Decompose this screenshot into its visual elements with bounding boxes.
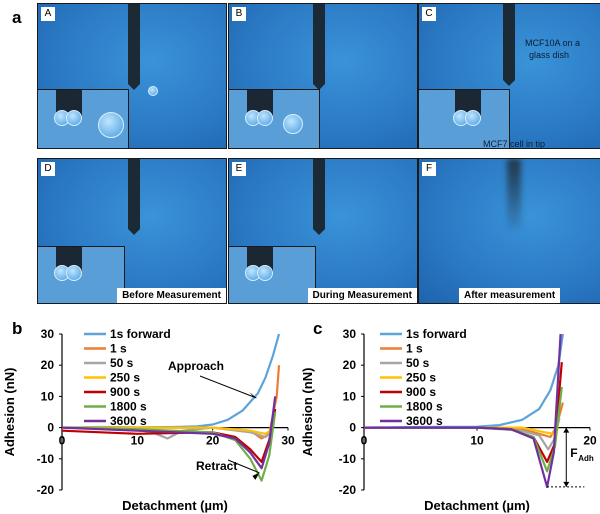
series-line-900-s xyxy=(61,408,277,463)
x-tick-label: 30 xyxy=(281,434,295,448)
cell xyxy=(465,110,481,126)
retract-arrow xyxy=(227,459,260,474)
micrograph-d: D Before Measurement xyxy=(37,158,227,304)
pipette-tip xyxy=(313,4,325,90)
micrograph-tag: D xyxy=(41,162,55,176)
y-tick-label: -10 xyxy=(339,452,357,466)
x-tick-label: 10 xyxy=(470,434,484,448)
x-axis-label: Detachment (µm) xyxy=(424,498,530,513)
chart-c-letter: c xyxy=(313,319,323,338)
series-line-1800-s xyxy=(61,411,277,482)
micrograph-b: B xyxy=(228,3,418,149)
micrograph-e: E During Measurement xyxy=(228,158,418,304)
legend-label: 1s forward xyxy=(406,327,467,341)
cell xyxy=(66,110,82,126)
annotation-mcf10a-line2: glass dish xyxy=(529,50,570,60)
micrograph-f: F After measurement xyxy=(418,158,600,304)
pipette-tip xyxy=(503,4,515,86)
legend-label: 900 s xyxy=(110,385,140,399)
cell xyxy=(66,265,82,281)
chart-c: 30 20 10 0 -10 -20 0 10 20 Detachment (µm) Adhesio… xyxy=(300,327,597,513)
y-axis-label: Adhesion (nN) xyxy=(300,368,315,457)
caption-after: After measurement xyxy=(459,288,561,303)
series-line-3600-s xyxy=(364,333,562,488)
blurred-pipette-tip xyxy=(507,159,521,229)
legend-label: 1s forward xyxy=(110,327,171,341)
inset-image xyxy=(229,89,320,148)
y-tick-label: 10 xyxy=(41,389,55,403)
figure-label-a: a xyxy=(12,8,22,27)
inset-image xyxy=(419,89,510,148)
x-tick-label: 20 xyxy=(583,434,597,448)
approach-arrow xyxy=(199,375,257,399)
legend-label: 3600 s xyxy=(406,414,443,428)
micrograph-a: A xyxy=(37,3,227,149)
inset-image xyxy=(229,246,316,303)
annotation-mcf10a-line1: MCF10A on a xyxy=(525,38,581,48)
legend-label: 50 s xyxy=(406,356,430,370)
x-axis-label: Detachment (µm) xyxy=(122,498,228,513)
chart-b-letter: b xyxy=(12,319,23,338)
cell xyxy=(98,112,124,138)
fadh-arrowhead-top xyxy=(563,427,570,433)
pipette-tip xyxy=(128,159,140,235)
inset-image xyxy=(38,246,125,303)
micrograph-c: C MCF10A on a glass dish MCF7 cell in ti… xyxy=(418,3,600,149)
y-tick-label: 0 xyxy=(47,421,54,435)
pipette-tip xyxy=(128,4,140,90)
caption-before: Before Measurement xyxy=(117,288,226,303)
y-axis-label: Adhesion (nN) xyxy=(2,368,17,457)
fadh-label: F xyxy=(570,446,577,460)
legend-label: 1 s xyxy=(110,342,127,356)
x-tick-label: 10 xyxy=(131,434,145,448)
legend-label: 900 s xyxy=(406,385,436,399)
annotation-mcf7: MCF7 cell in tip xyxy=(483,139,546,149)
caption-during: During Measurement xyxy=(307,288,417,303)
legend-label: 1800 s xyxy=(110,400,147,414)
x-tick-label: 0 xyxy=(59,434,66,448)
micrograph-tag: E xyxy=(232,162,246,176)
micrograph-tag: C xyxy=(422,7,436,21)
micrograph-tag: F xyxy=(422,162,436,176)
x-tick-label: 20 xyxy=(206,434,220,448)
cell xyxy=(257,110,273,126)
series-line-250-s xyxy=(62,426,274,435)
y-tick-label: -10 xyxy=(37,452,55,466)
series-line-50-s xyxy=(364,417,561,451)
legend-label: 1800 s xyxy=(406,400,443,414)
cell xyxy=(148,86,158,96)
legend-label: 3600 s xyxy=(110,414,147,428)
pipette-tip xyxy=(313,159,325,235)
y-tick-label: 0 xyxy=(349,421,356,435)
inset-image xyxy=(38,89,129,148)
y-tick-label: -20 xyxy=(339,483,357,497)
series-line-3600-s xyxy=(61,396,277,470)
fadh-subscript: Adh xyxy=(578,454,594,463)
approach-annotation: Approach xyxy=(168,359,224,373)
y-tick-label: -20 xyxy=(37,483,55,497)
legend-label: 1 s xyxy=(406,342,423,356)
retract-annotation: Retract xyxy=(196,459,237,473)
fadh-arrowhead-bottom xyxy=(563,481,570,487)
y-tick-label: 30 xyxy=(41,327,55,341)
micrograph-tag: A xyxy=(41,7,55,21)
retract-arrowhead xyxy=(252,472,260,480)
legend-label: 250 s xyxy=(406,371,436,385)
cell xyxy=(257,265,273,281)
chart-b: 30 20 10 0 -10 -20 0 10 20 30 Detachment (µm) Adhes… xyxy=(2,327,295,513)
legend-label: 250 s xyxy=(110,371,140,385)
cell xyxy=(283,114,303,134)
x-tick-label: 0 xyxy=(361,434,368,448)
y-tick-label: 20 xyxy=(41,358,55,372)
y-tick-label: 30 xyxy=(343,327,357,341)
legend-label: 50 s xyxy=(110,356,134,370)
micrograph-tag: B xyxy=(232,7,246,21)
y-tick-label: 10 xyxy=(343,389,357,403)
y-tick-label: 20 xyxy=(343,358,357,372)
